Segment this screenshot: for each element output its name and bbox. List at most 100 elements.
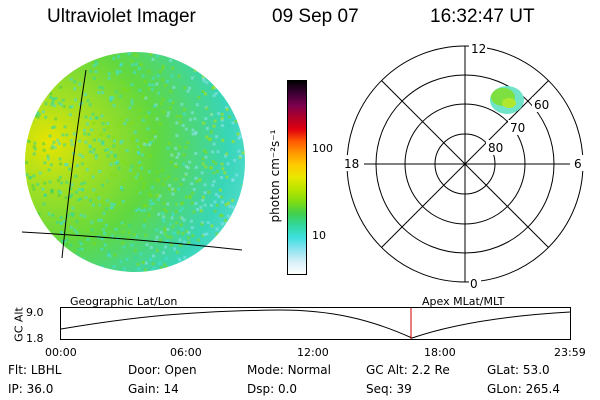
earth-speckle [74,190,78,194]
earth-speckle [138,272,141,275]
earth-speckle [100,199,104,203]
earth-speckle [68,113,72,117]
earth-speckle [177,203,181,207]
earth-speckle [60,103,63,107]
earth-speckle [59,216,63,219]
earth-speckle [181,232,185,236]
earth-speckle [163,226,167,230]
earth-speckle [69,226,73,229]
earth-speckle [234,60,238,64]
earth-speckle [80,247,84,251]
earth-speckle [48,180,52,184]
earth-speckle [127,231,131,235]
earth-speckle [227,52,231,56]
earth-speckle [163,263,167,267]
earth-speckle [49,96,53,99]
earth-speckle [60,230,64,234]
earth-speckle [182,218,186,222]
info-door: Door: Open [128,363,197,377]
earth-speckle [188,194,192,198]
earth-speckle [144,233,148,237]
earth-speckle [112,56,116,60]
earth-speckle [99,218,103,222]
earth-speckle [27,107,31,111]
earth-speckle [159,101,163,105]
earth-speckle [161,78,165,82]
earth-speckle [97,91,101,95]
earth-speckle [26,61,30,65]
earth-speckle [177,152,181,156]
earth-speckle [176,52,180,56]
earth-speckle [62,264,66,268]
earth-speckle [120,188,124,192]
alt-tick-max: 9.0 [26,306,44,319]
earth-speckle [205,107,209,111]
earth-speckle [135,234,139,238]
geographic-image [21,52,245,277]
earth-speckle [166,202,170,206]
earth-speckle [88,103,92,107]
earth-speckle [97,196,101,200]
earth-speckle [202,271,206,272]
earth-speckle [62,69,66,73]
earth-speckle [187,236,191,240]
earth-speckle [80,162,84,166]
earth-speckle [216,264,220,268]
earth-speckle [49,256,53,259]
earth-speckle [25,256,28,260]
earth-speckle [220,124,224,128]
earth-speckle [148,154,152,158]
earth-speckle [119,141,123,145]
earth-speckle [70,64,74,68]
earth-speckle [138,160,142,164]
earth-speckle [48,134,52,138]
earth-speckle [51,98,55,102]
earth-speckle [220,195,224,199]
colorbar [287,80,307,275]
earth-speckle [187,56,191,60]
earth-speckle [139,176,143,180]
earth-speckle [155,249,159,253]
earth-speckle [175,134,179,138]
earth-speckle [230,232,234,236]
earth-speckle [164,265,168,269]
earth-speckle [43,62,47,66]
earth-speckle [100,237,104,241]
earth-speckle [119,260,123,264]
earth-speckle [155,117,159,121]
earth-speckle [161,212,164,216]
earth-speckle [241,232,245,235]
earth-speckle [168,223,172,227]
earth-speckle [69,243,73,247]
earth-speckle [28,273,31,276]
earth-speckle [63,240,66,244]
earth-speckle [220,162,224,166]
earth-speckle [147,70,151,74]
earth-speckle [203,191,207,195]
earth-speckle [85,122,89,126]
earth-speckle [196,57,199,61]
earth-speckle [133,233,137,237]
earth-speckle [28,61,32,64]
earth-speckle [203,183,207,187]
earth-speckle [169,106,172,110]
earth-speckle [134,62,138,66]
earth-speckle [225,90,229,94]
earth-speckle [71,213,75,217]
earth-speckle [64,196,68,200]
earth-speckle [101,122,105,126]
earth-speckle [43,181,47,185]
earth-speckle [214,193,218,196]
earth-speckle [25,161,29,165]
earth-speckle [191,111,194,115]
earth-speckle [218,77,221,81]
earth-speckle [139,252,143,256]
altitude-curve [60,309,571,339]
earth-speckle [230,274,233,277]
earth-speckle [201,249,205,252]
time-tick-1200: 12:00 [297,346,329,359]
earth-speckle [222,90,226,94]
earth-speckle [206,221,210,225]
earth-speckle [65,243,69,247]
info-flt: Flt: LBHL [8,363,62,377]
